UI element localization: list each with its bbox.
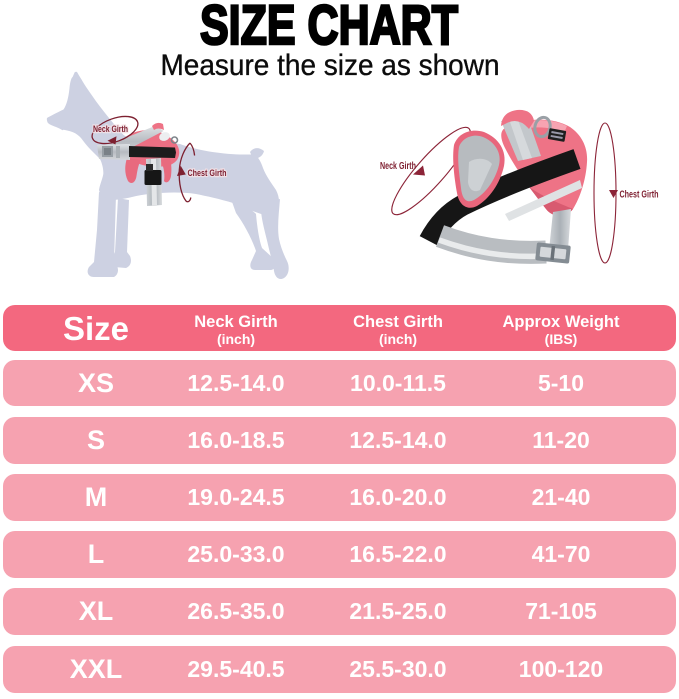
svg-text:SIZE CHART: SIZE CHART xyxy=(200,0,458,56)
svg-text:Chest Girth: Chest Girth xyxy=(620,190,659,201)
svg-text:Neck Girth: Neck Girth xyxy=(93,124,128,135)
svg-text:Chest Girth: Chest Girth xyxy=(188,168,227,179)
svg-text:Chest Girth: Chest Girth xyxy=(188,168,227,179)
svg-text:Neck Girth: Neck Girth xyxy=(380,161,416,172)
svg-text:Measure the size as shown: Measure the size as shown xyxy=(161,49,500,82)
svg-text:Neck Girth: Neck Girth xyxy=(93,124,128,135)
